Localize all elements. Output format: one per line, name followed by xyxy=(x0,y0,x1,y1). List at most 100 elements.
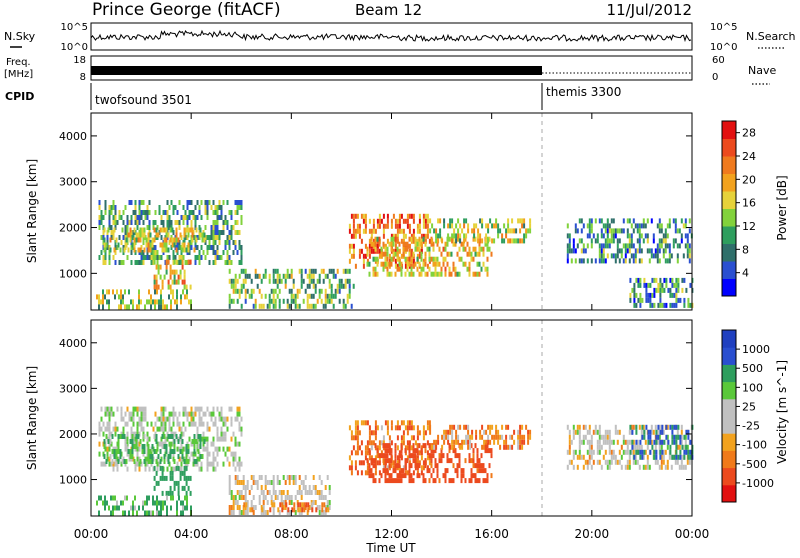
echo-cell xyxy=(104,406,107,412)
echo-cell xyxy=(222,436,225,442)
echo-cell xyxy=(424,261,427,267)
echo-cell xyxy=(666,223,669,229)
echo-cell xyxy=(422,460,425,466)
echo-cell xyxy=(416,470,419,476)
echo-cell xyxy=(396,435,399,441)
echo-cell xyxy=(292,278,295,284)
echo-cell xyxy=(214,230,217,235)
echo-cell xyxy=(266,303,269,309)
echo-cell xyxy=(172,466,175,472)
echo-cell xyxy=(443,218,446,224)
echo-cell xyxy=(178,426,181,432)
echo-cell xyxy=(308,278,311,284)
echo-cell xyxy=(187,475,190,481)
echo-cell xyxy=(328,485,331,490)
echo-cell xyxy=(322,278,325,284)
echo-cell xyxy=(632,258,635,264)
echo-cell xyxy=(278,273,281,279)
echo-cell xyxy=(278,303,281,309)
echo-cell xyxy=(105,434,108,439)
echo-cell xyxy=(582,248,585,254)
echo-cell xyxy=(568,233,571,239)
echo-cell xyxy=(429,218,432,224)
echo-cell xyxy=(684,233,687,239)
echo-cell xyxy=(414,246,417,252)
echo-cell xyxy=(394,271,397,277)
echo-cell xyxy=(136,510,138,516)
echo-cell xyxy=(499,434,502,440)
echo-cell xyxy=(468,251,471,257)
echo-cell xyxy=(638,424,641,430)
echo-cell xyxy=(308,268,311,274)
echo-cell xyxy=(456,271,459,277)
echo-cell xyxy=(400,478,403,484)
echo-cell xyxy=(378,253,381,259)
echo-cell xyxy=(344,268,347,274)
echo-cell xyxy=(254,505,257,510)
echo-cell xyxy=(390,233,393,239)
echo-cell xyxy=(228,475,231,480)
echo-cell xyxy=(298,510,301,515)
echo-cell xyxy=(153,237,156,243)
echo-cell xyxy=(274,288,277,294)
echo-cell xyxy=(138,294,140,300)
echo-cell xyxy=(430,271,433,277)
echo-cell xyxy=(412,425,415,431)
echo-cell xyxy=(517,218,520,224)
echo-cell xyxy=(194,406,197,412)
echo-cell xyxy=(529,218,532,224)
echo-cell xyxy=(179,274,182,280)
echo-cell xyxy=(390,420,393,426)
echo-cell xyxy=(644,449,647,455)
echo-cell xyxy=(169,449,172,454)
echo-cell xyxy=(310,293,313,299)
echo-cell xyxy=(430,448,433,454)
echo-cell xyxy=(481,223,484,229)
echo-cell xyxy=(276,268,279,274)
echo-cell xyxy=(400,261,403,267)
echo-cell xyxy=(416,458,419,464)
echo-cell xyxy=(126,451,129,457)
echo-cell xyxy=(362,258,365,264)
echo-cell xyxy=(386,238,389,244)
echo-cell xyxy=(370,248,373,254)
echo-cell xyxy=(364,253,367,259)
echo-cell xyxy=(448,458,451,464)
echo-cell xyxy=(186,200,189,205)
echo-cell xyxy=(490,453,493,459)
echo-cell xyxy=(240,245,243,250)
echo-cell xyxy=(628,258,631,264)
echo-cell xyxy=(465,439,468,445)
echo-cell xyxy=(214,250,217,255)
echo-cell xyxy=(432,256,435,262)
echo-cell xyxy=(366,465,369,471)
echo-cell xyxy=(634,454,637,460)
echo-cell xyxy=(638,464,641,470)
echo-cell xyxy=(260,510,263,515)
echo-cell xyxy=(232,225,235,230)
echo-cell xyxy=(368,440,371,446)
echo-cell xyxy=(109,247,112,253)
echo-cell xyxy=(114,215,117,220)
echo-cell xyxy=(311,507,314,513)
echo-cell xyxy=(130,299,132,305)
echo-cell xyxy=(348,283,351,289)
echo-cell xyxy=(179,259,182,265)
echo-cell xyxy=(226,260,229,265)
echo-cell xyxy=(148,225,151,230)
echo-cell xyxy=(462,468,465,474)
echo-cell xyxy=(232,298,235,304)
echo-cell xyxy=(179,434,182,439)
echo-cell xyxy=(270,288,273,294)
echo-cell xyxy=(125,237,128,243)
echo-cell xyxy=(396,263,399,269)
echo-cell xyxy=(478,251,481,257)
echo-cell xyxy=(412,448,415,454)
echo-cell xyxy=(120,299,122,305)
echo-cell xyxy=(683,277,686,283)
echo-cell xyxy=(222,446,225,452)
echo-cell xyxy=(330,288,333,294)
echo-cell xyxy=(384,453,387,459)
echo-cell xyxy=(242,505,245,510)
echo-cell xyxy=(181,485,184,491)
